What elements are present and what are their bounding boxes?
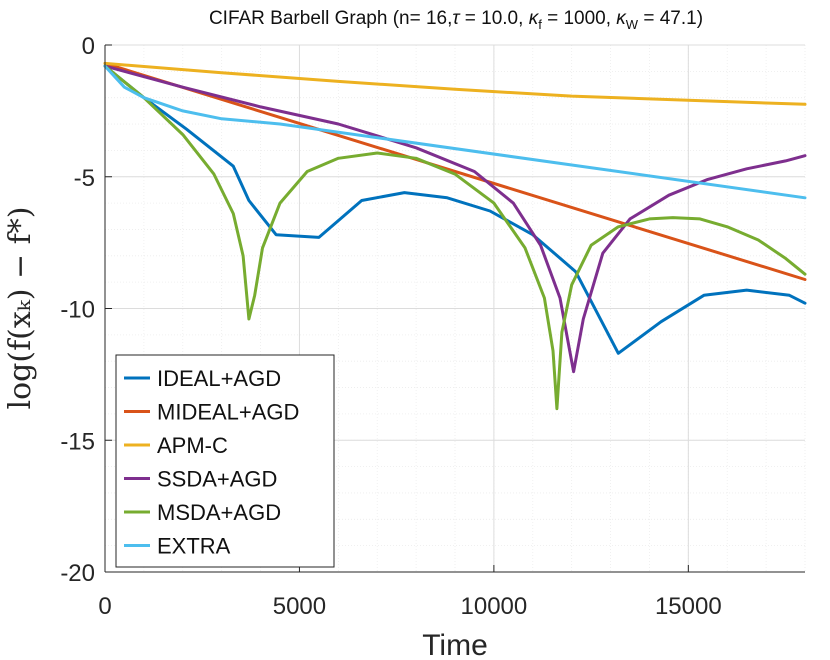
y-tick-label: -10 [60,297,95,324]
legend-label: APM-C [157,433,228,458]
y-tick-label: -15 [60,428,95,455]
legend-box [115,354,335,568]
y-tick-label: 0 [82,33,95,60]
series-layer [103,61,807,411]
series-line-mideal-agd [103,61,807,281]
x-axis-label: Time [422,629,488,660]
legend-label: SSDA+AGD [157,467,277,492]
legend-label: MIDEAL+AGD [157,400,299,425]
legend-label: MSDA+AGD [157,500,281,525]
y-axis-label: log(f(xₖ) − f*) [3,207,38,410]
y-tick-label: -5 [74,165,95,192]
series-line-msda-agd [103,64,807,411]
legend-label: IDEAL+AGD [157,366,281,391]
legend: IDEAL+AGD MIDEAL+AGD APM-C SSDA+AGD MSDA+AGD… [115,354,335,568]
x-tick-label: 0 [98,593,111,620]
legend-label: EXTRA [157,534,231,559]
series-line-extra [103,64,807,200]
series-line-ideal-agd [103,64,807,355]
series-line-apm-c [103,61,807,106]
x-tick-label: 5000 [273,593,326,620]
x-tick-label: 10000 [461,593,528,620]
series-line-ssda-agd [103,64,807,374]
chart-title: CIFAR Barbell Graph (n= 16,τ = 10.0, κf … [209,8,703,32]
y-tick-label: -20 [60,560,95,587]
ticks: 0 5000 10000 15000 0 -5 -10 -15 -20 [60,33,721,620]
x-tick-label: 15000 [655,593,722,620]
